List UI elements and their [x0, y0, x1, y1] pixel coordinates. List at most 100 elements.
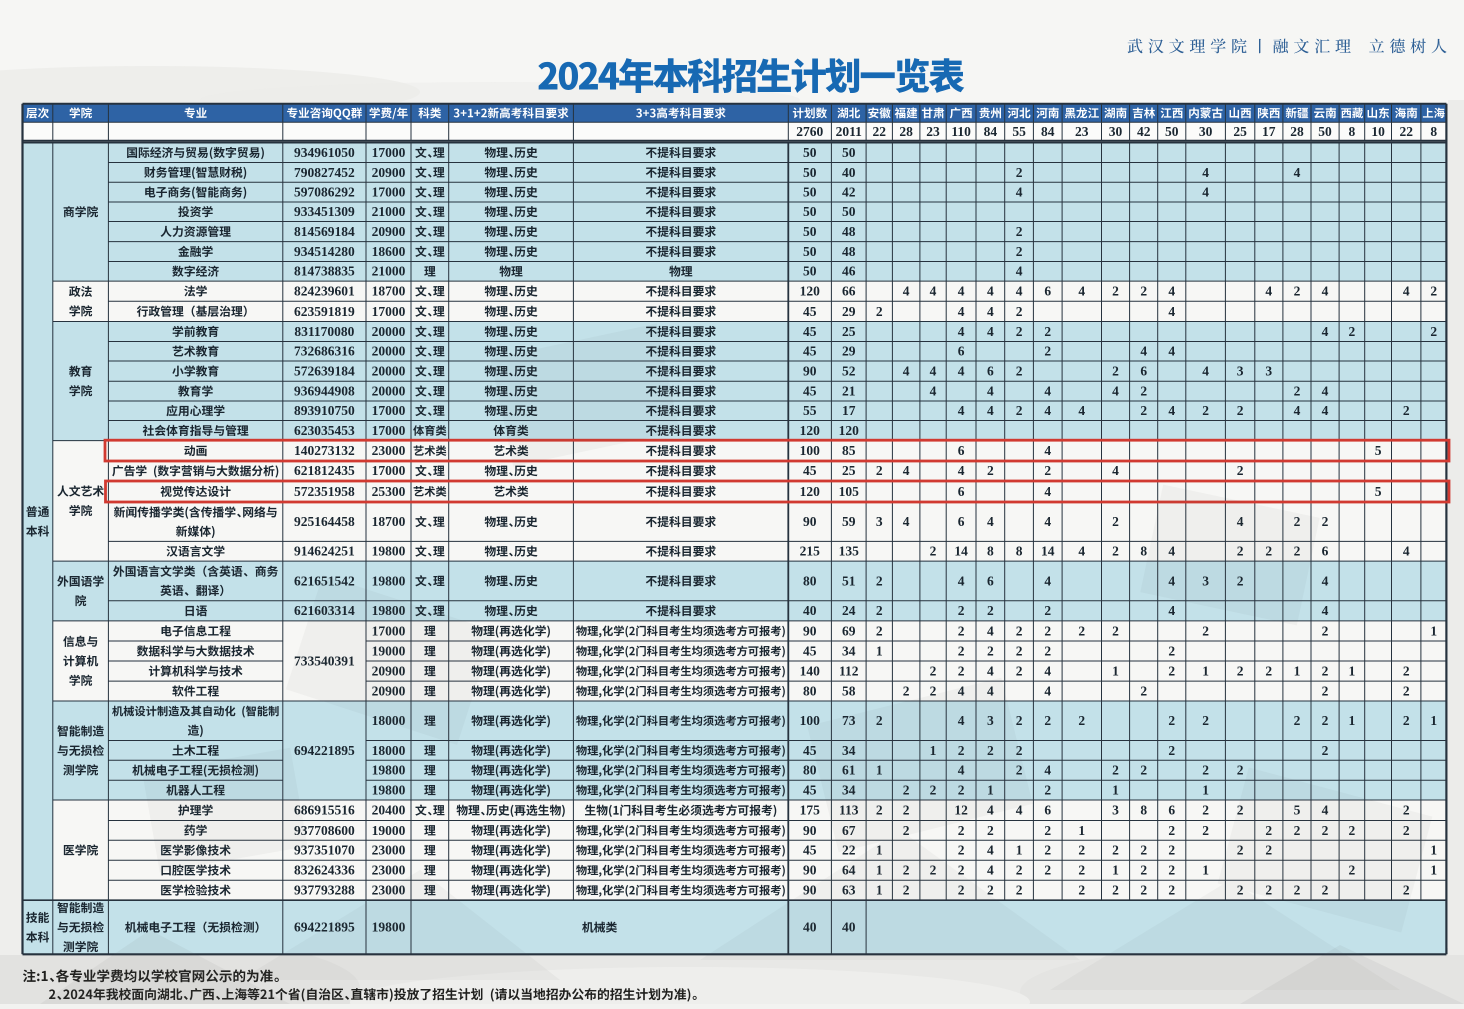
svg-text:2: 2	[1078, 843, 1085, 858]
svg-text:694221895: 694221895	[294, 920, 355, 935]
svg-text:140273132: 140273132	[294, 443, 355, 458]
svg-text:2: 2	[1044, 863, 1051, 878]
svg-text:23000: 23000	[372, 843, 406, 858]
svg-text:2: 2	[1265, 843, 1272, 858]
svg-text:4: 4	[1168, 304, 1175, 319]
svg-text:73: 73	[842, 713, 856, 728]
svg-text:2: 2	[1322, 713, 1329, 728]
svg-text:2: 2	[958, 883, 965, 898]
svg-text:2: 2	[1294, 284, 1301, 299]
svg-text:2: 2	[1078, 713, 1085, 728]
svg-text:623591819: 623591819	[294, 304, 355, 319]
svg-text:937351070: 937351070	[294, 843, 355, 858]
svg-text:69: 69	[842, 623, 856, 638]
svg-text:4: 4	[1044, 514, 1051, 529]
svg-text:4: 4	[1168, 544, 1175, 559]
svg-text:1: 1	[1112, 663, 1119, 678]
svg-text:4: 4	[987, 304, 994, 319]
svg-text:50: 50	[803, 244, 817, 259]
svg-text:2: 2	[1112, 364, 1119, 379]
svg-text:2: 2	[987, 603, 994, 618]
svg-text:936944908: 936944908	[294, 384, 355, 399]
svg-text:2: 2	[930, 783, 937, 798]
svg-text:4: 4	[1322, 803, 1329, 818]
svg-text:34: 34	[842, 743, 856, 758]
svg-text:19800: 19800	[372, 783, 406, 798]
svg-text:2: 2	[1202, 803, 1209, 818]
svg-text:2: 2	[1140, 763, 1147, 778]
svg-text:63: 63	[842, 883, 856, 898]
svg-text:3: 3	[1112, 803, 1119, 818]
svg-text:1: 1	[1430, 843, 1437, 858]
svg-text:2: 2	[1294, 544, 1301, 559]
svg-text:2: 2	[1016, 743, 1023, 758]
svg-text:2: 2	[1078, 883, 1085, 898]
svg-text:4: 4	[1202, 185, 1209, 200]
svg-text:80: 80	[803, 683, 817, 698]
svg-text:2: 2	[958, 823, 965, 838]
svg-text:4: 4	[1044, 403, 1051, 418]
svg-text:59: 59	[842, 514, 856, 529]
svg-text:120: 120	[800, 423, 821, 438]
svg-text:110: 110	[951, 124, 971, 139]
svg-text:2: 2	[1237, 883, 1244, 898]
svg-text:18700: 18700	[372, 284, 406, 299]
svg-text:50: 50	[803, 185, 817, 200]
svg-text:2: 2	[1202, 823, 1209, 838]
svg-text:4: 4	[958, 364, 965, 379]
svg-text:113: 113	[839, 803, 859, 818]
svg-text:5: 5	[1375, 443, 1382, 458]
svg-text:2: 2	[1016, 304, 1023, 319]
svg-text:2: 2	[1322, 743, 1329, 758]
svg-text:2: 2	[1044, 344, 1051, 359]
svg-text:46: 46	[842, 264, 856, 279]
svg-text:937708600: 937708600	[294, 823, 355, 838]
svg-text:4: 4	[1112, 384, 1119, 399]
svg-text:28: 28	[1290, 124, 1304, 139]
svg-text:2011: 2011	[836, 124, 863, 139]
svg-text:2: 2	[876, 573, 883, 588]
svg-text:2: 2	[1016, 324, 1023, 339]
svg-text:732686316: 732686316	[294, 344, 355, 359]
svg-text:2: 2	[987, 743, 994, 758]
svg-text:2: 2	[930, 663, 937, 678]
svg-text:25: 25	[842, 463, 856, 478]
svg-text:90: 90	[803, 863, 817, 878]
svg-text:1: 1	[1202, 663, 1209, 678]
svg-text:21: 21	[842, 384, 856, 399]
svg-text:45: 45	[803, 843, 817, 858]
svg-text:2: 2	[1403, 823, 1410, 838]
svg-text:2: 2	[1430, 284, 1437, 299]
svg-text:4: 4	[1168, 344, 1175, 359]
svg-text:18600: 18600	[372, 244, 406, 259]
svg-text:19800: 19800	[372, 544, 406, 559]
svg-text:2: 2	[1140, 683, 1147, 698]
svg-text:90: 90	[803, 883, 817, 898]
svg-text:8: 8	[987, 544, 994, 559]
svg-text:30: 30	[1199, 124, 1213, 139]
svg-text:2: 2	[1202, 713, 1209, 728]
svg-text:2: 2	[1016, 244, 1023, 259]
svg-text:29: 29	[842, 344, 856, 359]
svg-text:2: 2	[1112, 843, 1119, 858]
svg-text:20000: 20000	[372, 384, 406, 399]
svg-text:4: 4	[958, 463, 965, 478]
svg-text:19000: 19000	[372, 823, 406, 838]
svg-text:4: 4	[1016, 803, 1023, 818]
svg-text:2: 2	[1237, 803, 1244, 818]
svg-text:621603314: 621603314	[294, 603, 355, 618]
svg-text:29: 29	[842, 304, 856, 319]
svg-text:19800: 19800	[372, 763, 406, 778]
svg-text:4: 4	[987, 803, 994, 818]
svg-text:1: 1	[1349, 663, 1356, 678]
svg-text:2: 2	[1349, 324, 1356, 339]
svg-text:112: 112	[839, 663, 859, 678]
svg-text:45: 45	[803, 304, 817, 319]
svg-text:40: 40	[842, 920, 856, 935]
svg-text:4: 4	[958, 573, 965, 588]
svg-text:2: 2	[1112, 544, 1119, 559]
svg-text:85: 85	[842, 443, 856, 458]
svg-text:67: 67	[842, 823, 856, 838]
svg-text:937793288: 937793288	[294, 883, 355, 898]
svg-text:2: 2	[1294, 514, 1301, 529]
